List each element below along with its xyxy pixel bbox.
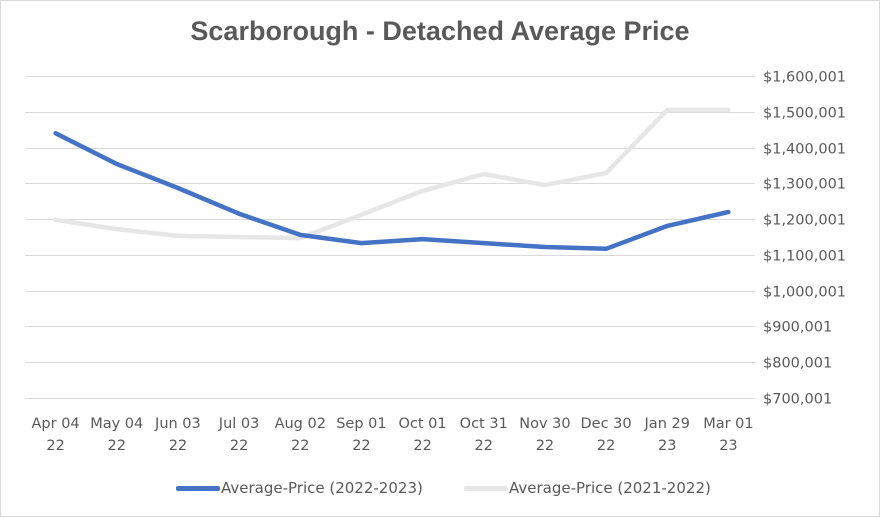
y-tick-label: $900,001 bbox=[763, 320, 832, 336]
legend: Average-Price (2022-2023) Average-Price … bbox=[1, 479, 879, 499]
y-tick-label: $1,100,001 bbox=[763, 249, 846, 265]
legend-label-2021-2022: Average-Price (2021-2022) bbox=[509, 479, 711, 497]
legend-item-2022-2023: Average-Price (2022-2023) bbox=[176, 479, 423, 497]
series-line-2021-2022 bbox=[56, 110, 729, 238]
y-tick-label: $800,001 bbox=[763, 356, 832, 372]
legend-item-2021-2022: Average-Price (2021-2022) bbox=[464, 479, 711, 497]
legend-swatch-2021-2022 bbox=[464, 486, 508, 491]
y-tick-label: $1,200,001 bbox=[763, 213, 846, 229]
legend-swatch-2022-2023 bbox=[176, 486, 220, 491]
y-axis-tick-labels: $700,001 $800,001 $900,001 $1,000,001 $1,100… bbox=[763, 70, 846, 408]
gridlines bbox=[25, 77, 755, 399]
y-tick-label: $1,500,001 bbox=[763, 106, 846, 122]
y-tick-label: $1,000,001 bbox=[763, 285, 846, 301]
y-tick-label: $1,400,001 bbox=[763, 142, 846, 158]
y-tick-label: $700,001 bbox=[763, 392, 832, 408]
y-tick-label: $1,300,001 bbox=[763, 177, 846, 193]
y-tick-label: $1,600,001 bbox=[763, 70, 846, 86]
legend-label-2022-2023: Average-Price (2022-2023) bbox=[221, 479, 423, 497]
series-lines bbox=[56, 110, 729, 249]
